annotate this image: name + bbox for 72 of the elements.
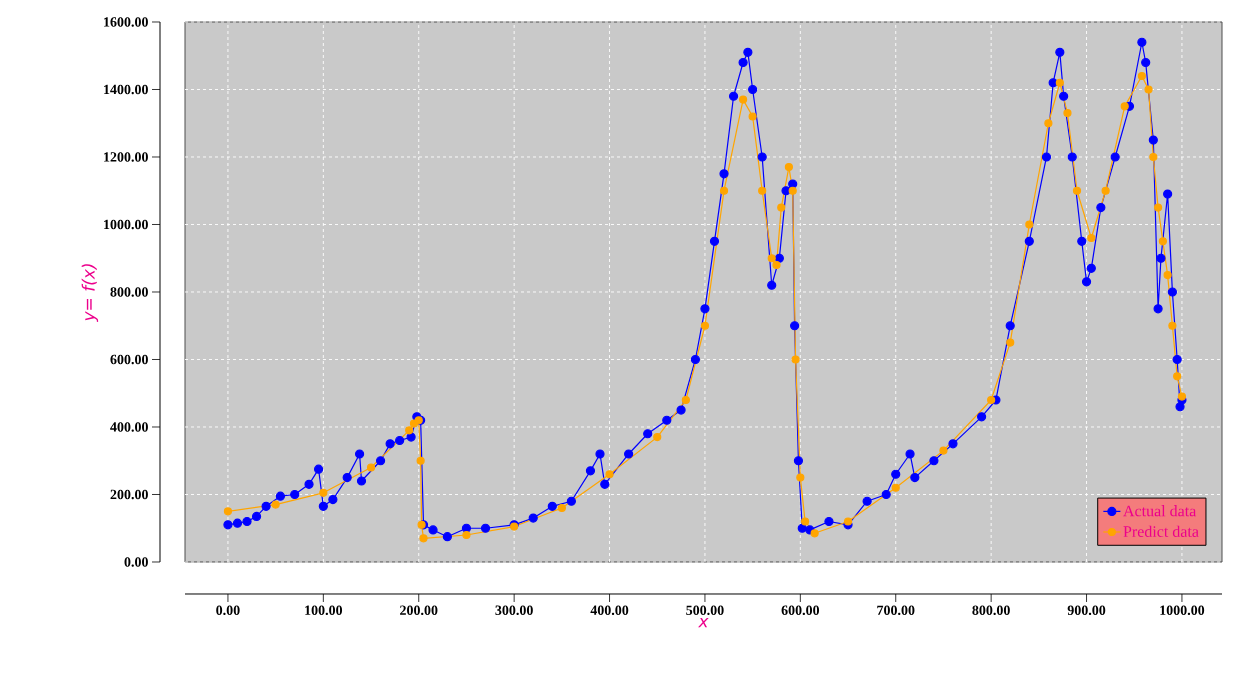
point xyxy=(784,163,793,172)
point xyxy=(1063,109,1072,118)
x-tick-label: 200.00 xyxy=(400,605,438,616)
point xyxy=(366,463,376,472)
y-tick-label: 800.00 xyxy=(110,287,148,297)
x-tick-label: 400.00 xyxy=(590,605,629,616)
x-axis-title: x xyxy=(698,617,709,628)
point xyxy=(271,500,280,509)
point xyxy=(1025,220,1034,229)
point xyxy=(788,186,797,195)
point xyxy=(772,260,781,270)
point xyxy=(1137,71,1146,81)
point xyxy=(891,483,900,492)
point xyxy=(796,473,805,482)
x-tick-label: 0.00 xyxy=(216,605,240,616)
point xyxy=(223,507,233,516)
point xyxy=(1101,186,1110,195)
y-tick-label: 600.00 xyxy=(110,354,148,365)
point xyxy=(939,446,948,455)
point xyxy=(843,517,853,526)
y-tick-label: 1600.00 xyxy=(104,17,148,27)
point xyxy=(653,433,662,442)
point xyxy=(1144,85,1153,94)
x-tick-label: 300.00 xyxy=(495,605,533,616)
point xyxy=(681,395,690,405)
point xyxy=(416,456,425,465)
point xyxy=(462,530,471,540)
point xyxy=(419,534,428,543)
y-tick-label: 1400.00 xyxy=(104,84,148,95)
point xyxy=(1158,237,1167,246)
point xyxy=(605,470,614,479)
point xyxy=(1055,78,1064,87)
point xyxy=(700,321,710,330)
y-tick-label: 0.00 xyxy=(124,557,148,567)
point xyxy=(1072,186,1082,195)
point xyxy=(719,186,729,195)
x-tick-label: 600.00 xyxy=(781,605,820,616)
point xyxy=(1173,372,1182,381)
x-tick-label: 700.00 xyxy=(877,605,915,616)
point xyxy=(739,95,748,104)
x-tick-label: 900.00 xyxy=(1067,605,1106,616)
x-tick-label: 800.00 xyxy=(972,605,1010,616)
point xyxy=(791,355,800,364)
point xyxy=(1163,271,1172,280)
point xyxy=(405,426,414,435)
x-tick-label: 1000.00 xyxy=(1160,605,1205,616)
point xyxy=(777,203,786,212)
point xyxy=(1153,203,1163,212)
y-tick-label: 400.00 xyxy=(110,422,148,432)
x-tick-label: 100.00 xyxy=(305,605,343,616)
point xyxy=(1177,392,1187,401)
point xyxy=(1149,152,1158,162)
legend-label: Actual data xyxy=(1123,505,1197,517)
point xyxy=(1087,233,1096,243)
point xyxy=(810,529,819,538)
y-tick-label: 1000.00 xyxy=(104,219,148,230)
point xyxy=(1168,321,1177,330)
point xyxy=(767,254,776,263)
x-tick-label: 500.00 xyxy=(686,605,724,616)
point xyxy=(801,517,810,526)
point xyxy=(557,503,566,513)
point xyxy=(758,186,767,195)
point xyxy=(1044,119,1053,128)
point xyxy=(748,112,757,121)
point xyxy=(1006,338,1015,347)
y-tick-label: 1200.00 xyxy=(104,152,148,162)
point xyxy=(1120,102,1129,111)
y-tick-label: 200.00 xyxy=(110,489,148,500)
legend-label: Predict data xyxy=(1123,525,1199,537)
point xyxy=(987,395,996,405)
y-axis-title: y= f(x) xyxy=(81,264,99,322)
point xyxy=(319,488,328,497)
